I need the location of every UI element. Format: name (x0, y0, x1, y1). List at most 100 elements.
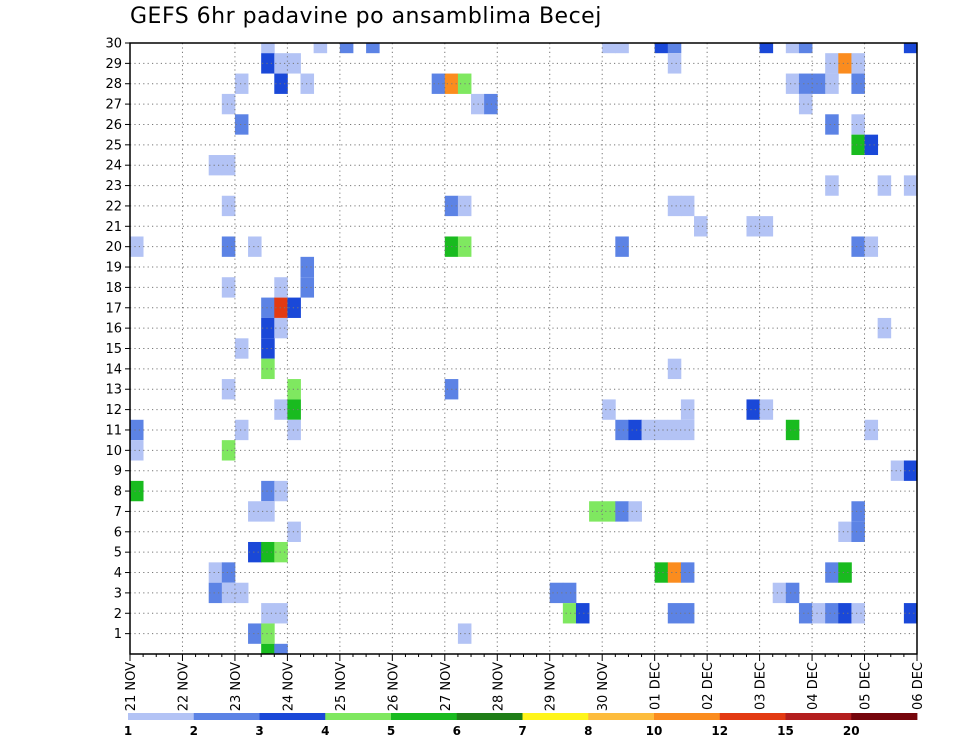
colorbar-swatch (785, 713, 852, 720)
data-cell (221, 562, 236, 583)
data-cell (825, 53, 839, 74)
data-cell (313, 43, 328, 54)
data-cell (667, 358, 682, 380)
y-tick-label: 5 (114, 546, 122, 561)
y-tick-label: 1 (114, 627, 122, 642)
data-cell (851, 73, 865, 94)
data-cell (287, 53, 301, 74)
y-tick-label: 8 (114, 485, 122, 500)
data-cell (746, 399, 760, 420)
data-cell (274, 643, 288, 654)
x-tick-label: 30 NOV (596, 662, 611, 711)
y-tick-label: 11 (105, 423, 122, 438)
data-cell (825, 603, 839, 624)
grid-layer (130, 43, 917, 654)
data-cell (130, 480, 144, 502)
y-tick-label: 12 (105, 403, 122, 418)
data-cell (261, 480, 275, 502)
data-cell (234, 338, 249, 359)
data-cell (274, 399, 288, 420)
data-cell (261, 643, 275, 654)
data-cell (589, 501, 603, 522)
x-axis: 21 NOV 22 NOV 23 NOV 24 NOV 25 NOV 26 NOV 27 N… (124, 654, 926, 711)
y-tick-label: 19 (105, 261, 122, 276)
data-cell (667, 419, 682, 441)
data-cell (287, 399, 301, 420)
y-tick-label: 27 (105, 98, 122, 113)
data-cell (274, 541, 288, 563)
data-cell (261, 541, 275, 563)
data-cell (287, 379, 301, 400)
x-tick-label: 01 DEC (649, 662, 664, 710)
data-cell (903, 175, 918, 196)
data-cell (339, 43, 354, 54)
data-cell (261, 43, 275, 54)
data-cell (130, 419, 144, 441)
data-cell (785, 73, 800, 94)
colorbar-swatch (654, 713, 721, 720)
colorbar-swatch (259, 713, 326, 720)
data-cell (274, 603, 288, 624)
y-tick-label: 23 (105, 179, 122, 194)
data-cell (851, 53, 865, 74)
data-cell (772, 582, 787, 604)
y-tick-label: 3 (114, 586, 122, 601)
x-tick-label: 22 NOV (176, 662, 191, 711)
x-tick-label: 26 NOV (386, 662, 401, 711)
data-cell (221, 236, 236, 257)
data-cell (667, 562, 682, 583)
data-cell (221, 195, 236, 217)
colorbar-swatch (851, 713, 918, 720)
data-cell (680, 419, 695, 441)
data-cell (864, 236, 879, 257)
y-tick-label: 18 (105, 281, 122, 296)
colorbar: 1 2 3 4 5 6 7 8 10 12 15 20 (124, 713, 918, 738)
data-cell (208, 155, 223, 176)
data-cell (221, 155, 236, 176)
data-cell (825, 562, 839, 583)
data-cell (615, 43, 629, 54)
colorbar-swatch (588, 713, 655, 720)
data-cell (628, 501, 642, 522)
data-cell (615, 501, 629, 522)
colorbar-label: 6 (453, 724, 461, 738)
colorbar-swatch (522, 713, 589, 720)
data-cell (798, 603, 813, 624)
y-tick-label: 9 (114, 464, 122, 479)
x-tick-label: 06 DEC (911, 662, 926, 710)
y-tick-label: 10 (105, 444, 122, 459)
data-cell (300, 256, 315, 278)
data-cell (667, 195, 682, 217)
data-cell (759, 43, 774, 54)
data-cell (851, 603, 865, 624)
data-cell (877, 317, 892, 339)
colorbar-label: 5 (387, 724, 395, 738)
data-cell (838, 53, 852, 74)
data-cell (628, 419, 642, 441)
data-cell (208, 582, 223, 604)
data-cell (221, 379, 236, 400)
data-cell (248, 501, 262, 522)
data-cell (602, 501, 616, 522)
data-cell (759, 216, 774, 237)
data-cell (130, 236, 144, 257)
y-tick-label: 21 (105, 220, 122, 235)
x-tick-label: 25 NOV (334, 662, 349, 711)
y-tick-label: 15 (105, 342, 122, 357)
colorbar-label: 2 (190, 724, 198, 738)
y-tick-label: 20 (105, 240, 122, 255)
colorbar-swatch (325, 713, 392, 720)
data-cell (785, 419, 800, 441)
data-cell (680, 195, 695, 217)
colorbar-label: 8 (584, 724, 592, 738)
data-cell (549, 582, 564, 604)
data-cell (261, 358, 275, 380)
data-cell (877, 175, 892, 196)
data-cell (208, 562, 223, 583)
chart-title: GEFS 6hr padavine po ansamblima Becej (130, 4, 602, 29)
x-tick-label: 24 NOV (281, 662, 296, 711)
cells-layer (130, 43, 918, 654)
y-axis: 1234567891011121314151617181920212223242… (105, 37, 130, 642)
colorbar-label: 20 (843, 724, 860, 738)
